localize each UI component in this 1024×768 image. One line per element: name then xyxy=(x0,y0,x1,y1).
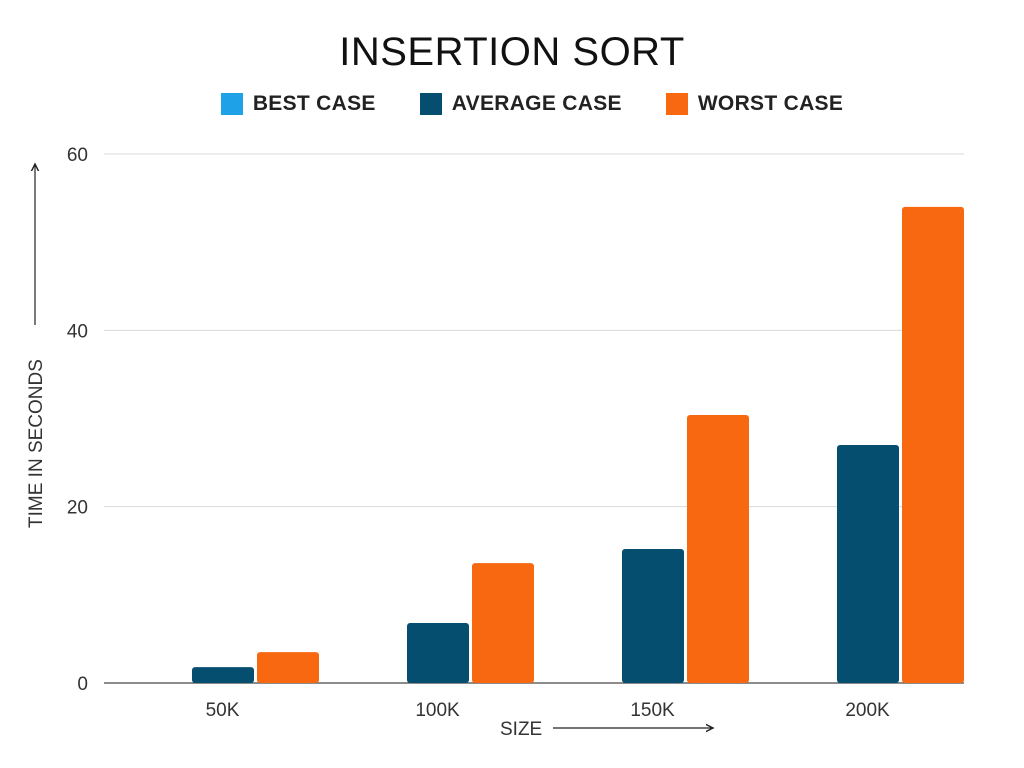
y-tick-labels: 0 20 40 60 xyxy=(67,145,88,695)
legend-label-average-case: AVERAGE CASE xyxy=(451,92,622,115)
bar-average-case-50k xyxy=(192,667,254,683)
y-tick-label: 40 xyxy=(67,321,88,342)
legend-item-best-case: BEST CASE xyxy=(220,92,376,116)
bar-worst-case-50k xyxy=(257,652,319,683)
bar-average-case-200k xyxy=(837,444,899,683)
bars xyxy=(192,206,964,683)
bar-worst-case-100k xyxy=(472,563,534,683)
y-tick-label: 60 xyxy=(67,145,88,166)
bar-worst-case-150k xyxy=(687,414,749,683)
x-tick-label: 150K xyxy=(630,700,675,721)
x-tick-label: 50K xyxy=(206,700,240,721)
bar-average-case-150k xyxy=(622,548,684,683)
legend-label-worst-case: WORST CASE xyxy=(697,92,844,115)
y-tick-label: 20 xyxy=(67,498,88,519)
bar-average-case-100k xyxy=(407,623,469,683)
x-tick-label: 100K xyxy=(415,700,460,721)
legend-item-average-case: AVERAGE CASE xyxy=(419,92,622,116)
legend-item-worst-case: WORST CASE xyxy=(665,92,844,116)
bar-worst-case-200k xyxy=(902,206,964,683)
x-tick-label: 200K xyxy=(845,700,890,721)
legend-label-best-case: BEST CASE xyxy=(252,92,376,115)
legend-swatch-best-case xyxy=(220,93,243,115)
y-tick-label: 0 xyxy=(77,674,88,695)
chart-title: INSERTION SORT xyxy=(339,30,685,74)
x-tick-labels: 50K 100K 150K 200K xyxy=(206,700,890,721)
legend-swatch-average-case xyxy=(419,93,442,115)
y-axis-title: TIME IN SECONDS xyxy=(26,359,47,528)
legend-swatch-worst-case xyxy=(665,93,688,115)
x-axis-title: SIZE xyxy=(500,719,542,740)
legend: BEST CASE AVERAGE CASE WORST CASE xyxy=(0,92,1024,116)
